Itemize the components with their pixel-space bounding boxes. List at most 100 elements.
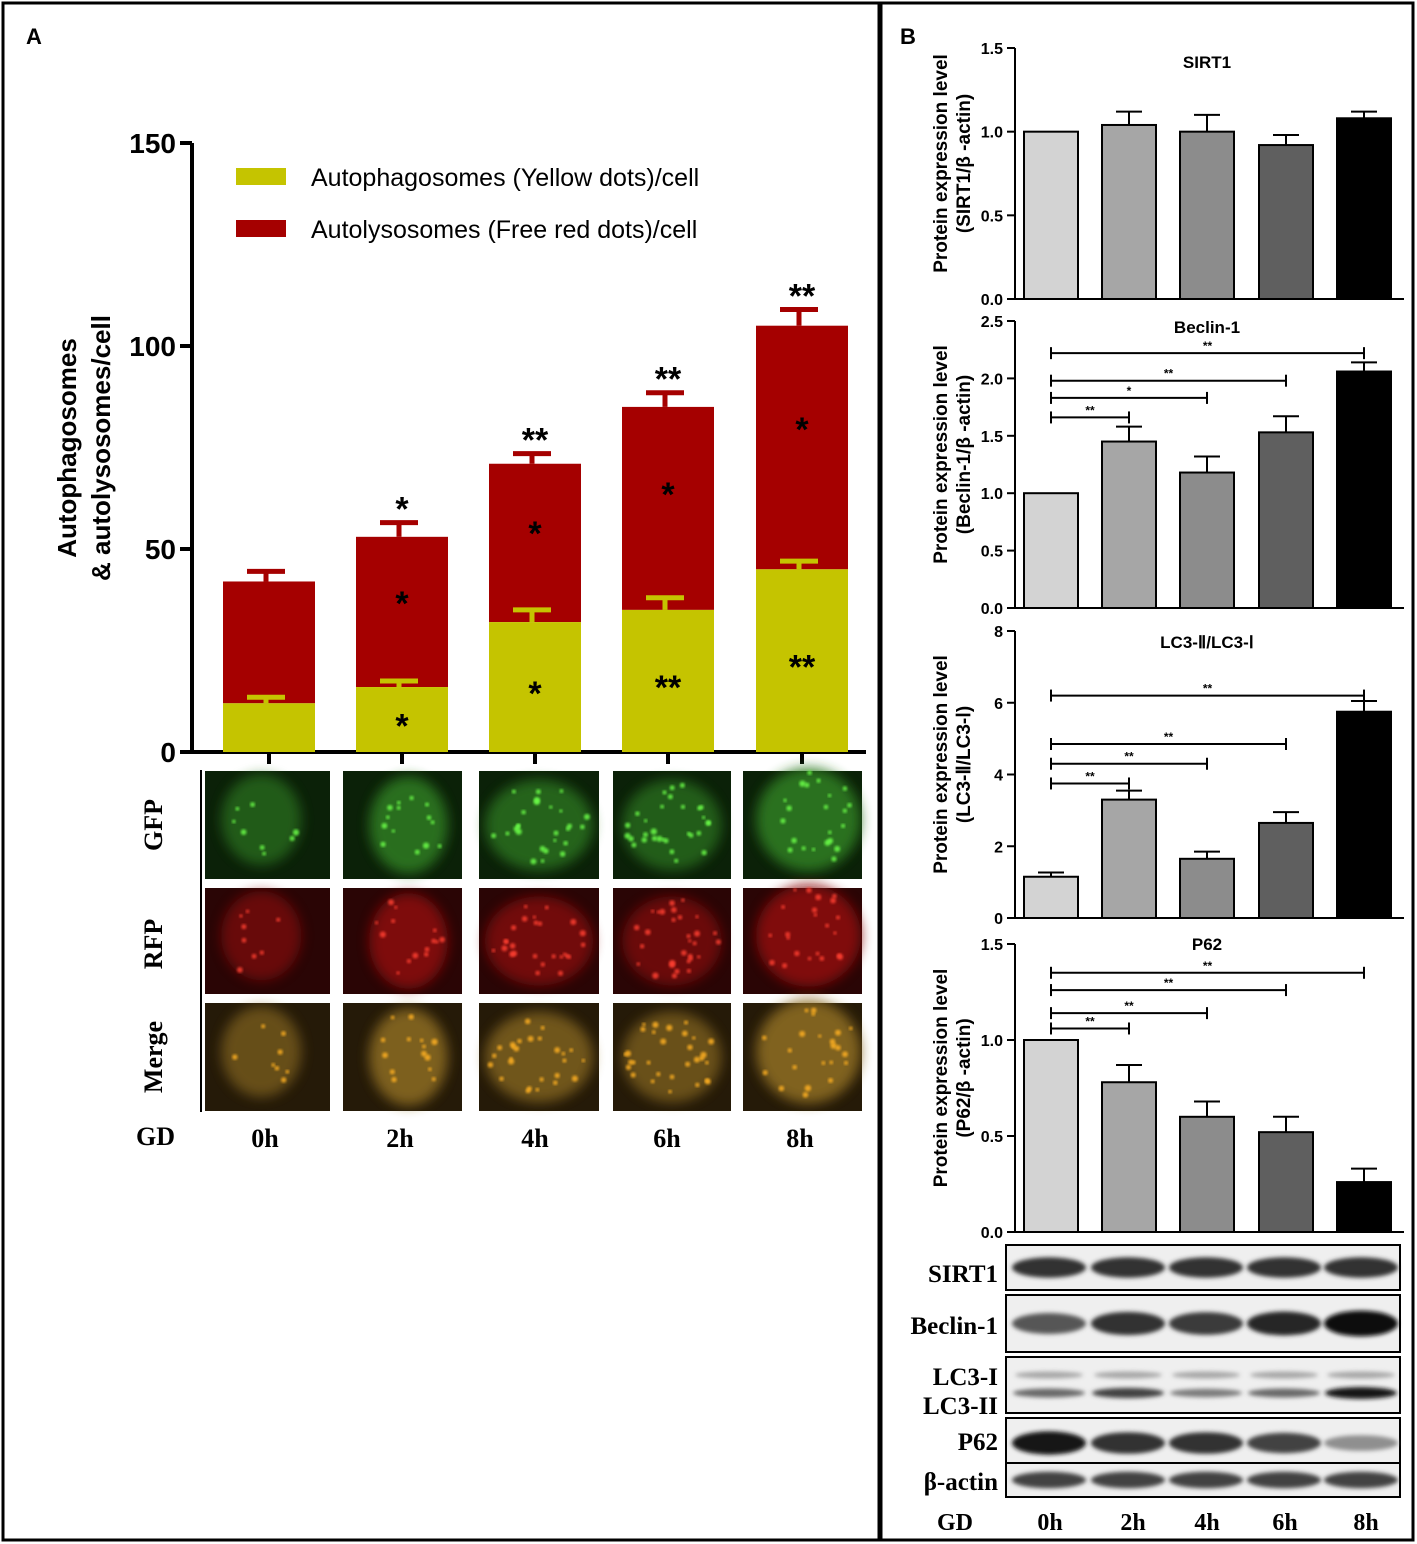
- puncta-dot: [667, 794, 673, 800]
- significance-label: **: [1085, 769, 1095, 783]
- puncta-dot: [435, 940, 439, 944]
- blot-column-label: 6h: [1272, 1510, 1297, 1536]
- bar-2h: [1101, 123, 1157, 301]
- puncta-dot: [819, 956, 825, 961]
- chart-title: SIRT1: [1183, 53, 1231, 72]
- puncta-dot: [652, 972, 659, 979]
- puncta-dot: [688, 832, 694, 838]
- puncta-dot: [802, 1092, 809, 1098]
- puncta-dot: [793, 888, 797, 892]
- puncta-dot: [847, 802, 852, 808]
- puncta-dot: [420, 1050, 427, 1057]
- puncta-dot: [660, 804, 665, 809]
- cell-body: [221, 774, 302, 865]
- puncta-dot: [509, 951, 515, 958]
- puncta-dot: [677, 915, 683, 920]
- puncta-dot: [708, 1038, 715, 1045]
- panel-b-frame: [879, 1, 1415, 1542]
- micrograph-GFP-2h: [343, 771, 462, 879]
- y-axis-label-line1: Protein expression level: [931, 655, 952, 874]
- puncta-dot: [646, 1060, 651, 1065]
- significance-autophagosomes: *: [395, 708, 409, 746]
- bar-4h: [1179, 1115, 1235, 1234]
- blot-band-lc3-ii: [1092, 1387, 1164, 1399]
- puncta-dot: [271, 1063, 276, 1067]
- puncta-dot: [285, 1069, 290, 1074]
- puncta-dot: [694, 930, 701, 937]
- puncta-dot: [539, 845, 546, 852]
- puncta-dot: [391, 829, 396, 833]
- puncta-dot: [671, 917, 676, 923]
- bar-autophagosomes-0h: [223, 703, 315, 752]
- puncta-dot: [685, 1061, 691, 1067]
- cell-body: [485, 779, 593, 871]
- puncta-dot: [437, 844, 442, 849]
- puncta-dot: [628, 835, 634, 842]
- puncta-dot: [540, 962, 546, 967]
- bar-autolysosomes-8h: [756, 325, 848, 570]
- puncta-dot: [511, 789, 516, 794]
- puncta-dot: [391, 1076, 397, 1083]
- bar-chart-SIRT1: 0.0 0.5 1.0 1.5 SIRT1 Protein expression leve…: [931, 41, 1404, 309]
- puncta-dot: [785, 931, 791, 937]
- puncta-dot: [281, 1031, 286, 1037]
- blot-band: [1091, 1471, 1165, 1489]
- puncta-dot: [554, 1047, 561, 1053]
- puncta-dot: [699, 805, 704, 810]
- bar-8h: [1336, 1181, 1392, 1233]
- y-tick-label: 0.0: [981, 292, 1003, 309]
- legend-swatch-autolysosomes: [236, 220, 286, 237]
- puncta-dot: [804, 782, 810, 788]
- puncta-dot: [521, 916, 528, 922]
- bar-8h: [1336, 710, 1392, 919]
- puncta-dot: [656, 910, 661, 914]
- puncta-dot: [841, 823, 846, 828]
- puncta-dot: [250, 802, 255, 807]
- puncta-dot: [425, 802, 429, 807]
- puncta-dot: [699, 1055, 705, 1061]
- blot-band: [1247, 1257, 1321, 1278]
- legend-label-autolysosomes: Autolysosomes (Free red dots)/cell: [311, 216, 697, 244]
- blot-band: [1012, 1257, 1086, 1278]
- puncta-dot: [811, 1012, 816, 1016]
- micrograph-RFP-6h: [613, 888, 731, 994]
- puncta-dot: [825, 923, 830, 928]
- y-tick-label: 0.5: [981, 1129, 1003, 1146]
- cell-body: [485, 1011, 593, 1103]
- puncta-dot: [697, 955, 701, 959]
- puncta-dot: [651, 835, 658, 842]
- chart-a-legend: Autophagosomes (Yellow dots)/cell Autoly…: [236, 164, 699, 244]
- significance-autophagosomes: *: [528, 675, 542, 713]
- micrograph-column-label: 8h: [786, 1124, 814, 1153]
- bar-0h: [1023, 875, 1079, 920]
- puncta-dot: [580, 824, 585, 830]
- puncta-dot: [786, 805, 792, 811]
- blot-band: [1324, 1471, 1398, 1489]
- puncta-dot: [540, 1025, 545, 1030]
- blot-row-β-actin: β-actin: [924, 1462, 1401, 1498]
- puncta-dot: [668, 1089, 672, 1094]
- puncta-dot: [567, 954, 572, 959]
- puncta-dot: [679, 782, 685, 788]
- puncta-dot: [508, 1058, 515, 1065]
- puncta-dot: [505, 831, 510, 836]
- bar-autophagosomes-2h: [356, 687, 448, 752]
- puncta-dot: [432, 928, 437, 933]
- bar-2h: [1101, 798, 1157, 919]
- puncta-dot: [386, 815, 390, 820]
- blot-label: LC3-I: [933, 1364, 998, 1391]
- micrograph-GFP-8h: [743, 767, 862, 879]
- blot-label: β-actin: [924, 1469, 998, 1496]
- puncta-dot: [292, 829, 300, 836]
- puncta-dot: [695, 1082, 700, 1088]
- bar-0h: [1023, 1039, 1079, 1233]
- bar-autophagosomes-8h: [756, 569, 848, 752]
- puncta-dot: [787, 1048, 792, 1053]
- chart-title: Beclin-1: [1174, 318, 1240, 337]
- significance-autophagosomes: **: [655, 669, 682, 707]
- puncta-dot: [511, 925, 517, 931]
- blot-band-lc3-i: [1172, 1371, 1240, 1379]
- blot-band: [1324, 1257, 1398, 1278]
- puncta-dot: [799, 780, 806, 787]
- puncta-dot: [559, 851, 566, 857]
